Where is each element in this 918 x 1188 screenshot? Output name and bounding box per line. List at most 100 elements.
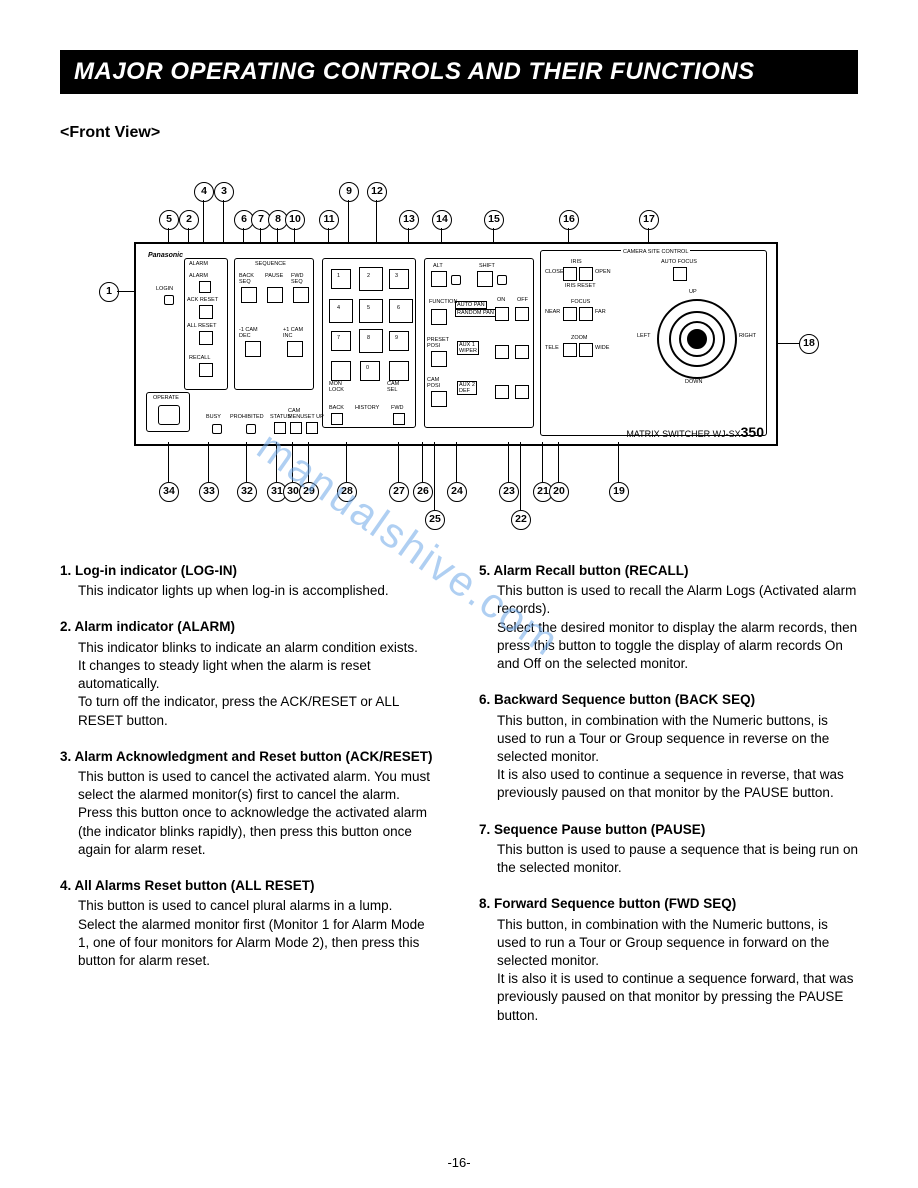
key-9: 9 (389, 331, 409, 351)
item-8: 8. Forward Sequence button (FWD SEQ) Thi… (479, 895, 858, 1025)
callout-19: 19 (609, 482, 629, 502)
left-column: 1. Log-in indicator (LOG-IN) This indica… (60, 562, 439, 1043)
key-3: 3 (389, 269, 409, 289)
callout-9: 9 (339, 182, 359, 202)
subheading-front-view: <Front View> (60, 124, 858, 142)
key-6: 6 (389, 299, 413, 323)
keypad-section: 1 2 3 4 5 6 7 8 9 MON LOCK 0 CAM SEL BAC… (322, 258, 416, 428)
sequence-section: SEQUENCE BACK SEQ PAUSE FWD SEQ -1 CAM D… (234, 258, 314, 390)
mon-lock-button (331, 361, 351, 381)
callout-18: 18 (799, 334, 819, 354)
on-button-3 (495, 385, 509, 399)
item-1: 1. Log-in indicator (LOG-IN) This indica… (60, 562, 439, 600)
cam-posi-button (431, 391, 447, 407)
alarm-hdr: ALARM (189, 261, 208, 267)
callout-12: 12 (367, 182, 387, 202)
cam-menu-button (290, 422, 302, 434)
key-4: 4 (329, 299, 353, 323)
callout-2: 2 (179, 210, 199, 230)
callout-17: 17 (639, 210, 659, 230)
key-1: 1 (331, 269, 351, 289)
callout-34: 34 (159, 482, 179, 502)
inc-cam-button (287, 341, 303, 357)
item-6: 6. Backward Sequence button (BACK SEQ) T… (479, 691, 858, 802)
item-2: 2. Alarm indicator (ALARM) This indicato… (60, 618, 439, 729)
pause-button (267, 287, 283, 303)
callout-1: 1 (99, 282, 119, 302)
on-button-2 (495, 345, 509, 359)
callout-16: 16 (559, 210, 579, 230)
back-seq-button (241, 287, 257, 303)
off-button-3 (515, 385, 529, 399)
page-number: -16- (0, 1155, 918, 1170)
device-panel: Panasonic LOGIN ALARM ALARM ACK RESET AL… (134, 242, 778, 446)
off-button-2 (515, 345, 529, 359)
callout-23: 23 (499, 482, 519, 502)
key-7: 7 (331, 331, 351, 351)
recall-button (199, 363, 213, 377)
callout-32: 32 (237, 482, 257, 502)
key-0: 0 (360, 361, 380, 381)
callout-20: 20 (549, 482, 569, 502)
operate-button (158, 405, 180, 425)
login-indicator (164, 295, 174, 305)
item-5: 5. Alarm Recall button (RECALL) This but… (479, 562, 858, 673)
callout-14: 14 (432, 210, 452, 230)
manual-page: MAJOR OPERATING CONTROLS AND THEIR FUNCT… (0, 0, 918, 1188)
key-8: 8 (359, 329, 383, 353)
shift-indicator (497, 275, 507, 285)
item-7: 7. Sequence Pause button (PAUSE) This bu… (479, 821, 858, 878)
callout-22: 22 (511, 510, 531, 530)
fwd-seq-button (293, 287, 309, 303)
description-columns: 1. Log-in indicator (LOG-IN) This indica… (60, 562, 858, 1043)
item-3: 3. Alarm Acknowledgment and Reset button… (60, 748, 439, 859)
model-number: MATRIX SWITCHER WJ-SX350 (626, 424, 764, 440)
callout-3: 3 (214, 182, 234, 202)
login-label: LOGIN (156, 286, 173, 292)
callout-24: 24 (447, 482, 467, 502)
focus-near-button (563, 307, 577, 321)
brand-label: Panasonic (148, 252, 183, 259)
dec-cam-button (245, 341, 261, 357)
joystick (657, 299, 737, 379)
alarm-indicator (199, 281, 211, 293)
zoom-wide-button (579, 343, 593, 357)
alt-button (431, 271, 447, 287)
callout-15: 15 (484, 210, 504, 230)
item-4: 4. All Alarms Reset button (ALL RESET) T… (60, 877, 439, 970)
page-title: MAJOR OPERATING CONTROLS AND THEIR FUNCT… (60, 50, 858, 94)
shift-button (477, 271, 493, 287)
history-fwd-button (393, 413, 405, 425)
status-button (274, 422, 286, 434)
callout-13: 13 (399, 210, 419, 230)
busy-indicator (212, 424, 222, 434)
zoom-tele-button (563, 343, 577, 357)
callout-25: 25 (425, 510, 445, 530)
setup-button (306, 422, 318, 434)
off-button-1 (515, 307, 529, 321)
cam-sel-button (389, 361, 409, 381)
callout-33: 33 (199, 482, 219, 502)
iris-open-button (579, 267, 593, 281)
on-button-1 (495, 307, 509, 321)
callout-5: 5 (159, 210, 179, 230)
right-column: 5. Alarm Recall button (RECALL) This but… (479, 562, 858, 1043)
auto-focus-button (673, 267, 687, 281)
callout-4: 4 (194, 182, 214, 202)
callout-11: 11 (319, 210, 339, 230)
callout-27: 27 (389, 482, 409, 502)
key-5: 5 (359, 299, 383, 323)
key-2: 2 (359, 267, 383, 291)
preset-posi-button (431, 351, 447, 367)
ack-reset-button (199, 305, 213, 319)
alt-indicator (451, 275, 461, 285)
callout-10: 10 (285, 210, 305, 230)
callout-29: 29 (299, 482, 319, 502)
front-panel-diagram: 4 3 9 12 5 2 6 7 8 10 11 13 14 15 16 17 … (79, 162, 839, 522)
callout-28: 28 (337, 482, 357, 502)
focus-far-button (579, 307, 593, 321)
function-section: ALT SHIFT FUNCTION AUTO PAN RANDOM PAN O… (424, 258, 534, 428)
all-reset-button (199, 331, 213, 345)
operate-section: OPERATE (146, 392, 190, 432)
alarm-section: ALARM ALARM ACK RESET ALL RESET RECALL (184, 258, 228, 390)
